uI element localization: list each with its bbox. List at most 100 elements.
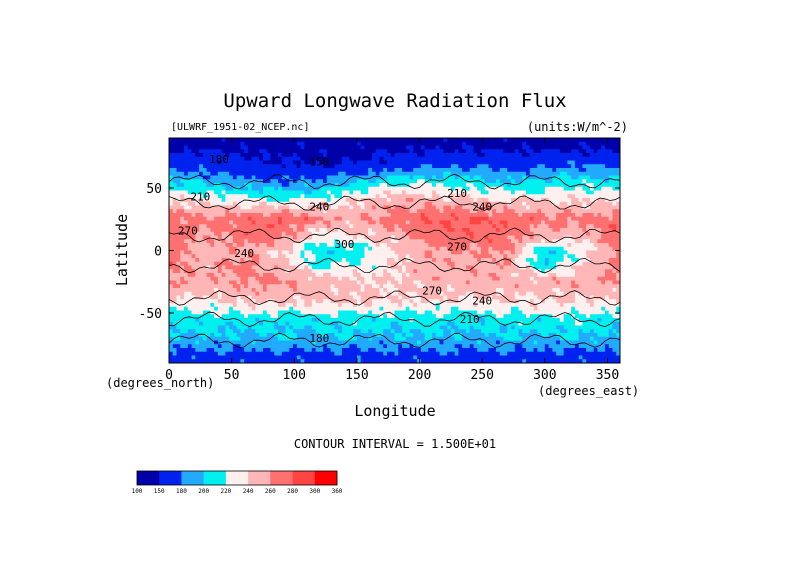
field-cell	[371, 224, 377, 229]
field-cell	[420, 280, 426, 285]
field-cell	[277, 269, 283, 274]
field-cell	[251, 284, 257, 289]
field-cell	[465, 175, 471, 180]
field-cell	[507, 254, 512, 259]
field-cell	[349, 164, 354, 169]
field-cell	[217, 228, 223, 233]
field-cell	[364, 145, 369, 150]
field-cell	[311, 224, 317, 229]
field-cell	[390, 179, 396, 184]
field-cell	[574, 239, 580, 244]
field-cell	[443, 235, 448, 240]
field-cell	[364, 231, 369, 237]
field-cell	[341, 239, 347, 244]
field-cell	[311, 138, 317, 143]
field-cell	[537, 254, 542, 259]
field-cell	[386, 261, 392, 267]
field-cell	[390, 209, 396, 214]
field-cell	[251, 239, 257, 244]
field-cell	[574, 220, 580, 225]
field-cell	[296, 291, 302, 297]
field-cell	[402, 156, 407, 162]
field-cell	[371, 145, 377, 150]
field-cell	[368, 291, 373, 297]
field-cell	[187, 280, 193, 285]
field-cell	[552, 194, 557, 199]
field-cell	[345, 261, 350, 267]
field-cell	[492, 220, 497, 225]
field-cell	[180, 141, 185, 147]
field-cell	[293, 213, 298, 218]
field-cell	[266, 186, 272, 192]
field-cell	[533, 235, 538, 240]
field-cell	[507, 276, 512, 282]
field-cell	[450, 160, 456, 165]
field-cell	[495, 201, 501, 207]
field-cell	[417, 153, 422, 158]
field-cell	[526, 186, 531, 192]
field-cell	[405, 280, 411, 285]
field-cell	[454, 190, 459, 195]
field-cell	[567, 171, 572, 177]
field-cell	[262, 186, 268, 192]
field-cell	[319, 175, 324, 180]
field-cell	[458, 190, 463, 195]
field-cell	[616, 258, 620, 263]
field-cell	[315, 141, 320, 147]
field-cell	[526, 243, 531, 248]
field-cell	[300, 153, 305, 158]
field-cell	[447, 254, 452, 259]
field-cell	[450, 175, 456, 180]
field-cell	[187, 164, 193, 169]
field-cell	[578, 235, 584, 240]
field-cell	[262, 220, 268, 225]
field-cell	[386, 198, 392, 203]
field-cell	[232, 235, 238, 240]
field-cell	[559, 288, 565, 293]
field-cell	[277, 194, 283, 199]
field-cell	[402, 261, 407, 267]
field-cell	[221, 220, 226, 225]
field-cell	[169, 153, 174, 158]
field-cell	[274, 273, 279, 278]
field-cell	[176, 201, 181, 207]
field-cell	[454, 284, 459, 289]
field-cell	[462, 205, 467, 210]
field-cell	[262, 265, 268, 270]
field-cell	[477, 149, 482, 154]
field-cell	[424, 280, 429, 285]
field-cell	[180, 273, 185, 278]
field-cell	[349, 269, 354, 274]
field-cell	[255, 269, 260, 274]
field-cell	[526, 284, 531, 289]
field-cell	[304, 209, 309, 214]
field-cell	[417, 288, 422, 293]
field-cell	[428, 183, 433, 188]
field-cell	[266, 168, 272, 173]
field-cell	[458, 153, 463, 158]
field-cell	[447, 269, 452, 274]
field-cell	[390, 164, 396, 169]
field-cell	[311, 235, 317, 240]
field-cell	[221, 198, 226, 203]
field-cell	[349, 141, 354, 147]
field-cell	[289, 254, 294, 259]
field-cell	[541, 235, 546, 240]
field-cell	[465, 216, 471, 222]
field-cell	[484, 280, 490, 285]
field-cell	[304, 265, 309, 270]
field-cell	[244, 201, 249, 207]
field-cell	[597, 198, 602, 203]
field-cell	[368, 194, 373, 199]
field-cell	[202, 156, 208, 162]
field-cell	[432, 141, 437, 147]
field-cell	[304, 231, 309, 237]
field-cell	[398, 198, 403, 203]
field-cell	[567, 273, 572, 278]
field-cell	[349, 138, 354, 143]
field-cell	[559, 216, 565, 222]
field-cell	[586, 213, 591, 218]
field-cell	[180, 213, 185, 218]
field-cell	[582, 141, 587, 147]
field-cell	[488, 138, 493, 143]
